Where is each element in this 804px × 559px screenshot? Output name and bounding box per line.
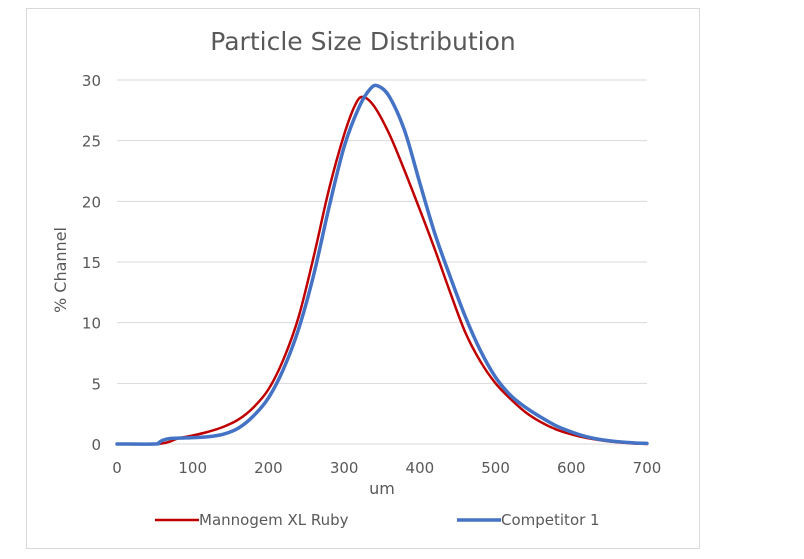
- chart-frame: Particle Size Distribution 0 5 10 15 20 25 30 …: [26, 8, 700, 549]
- y-tick-label: 10: [82, 315, 101, 333]
- x-axis-ticks: 0 100 200 300 400 500 600 700: [112, 459, 661, 477]
- y-tick-label: 20: [82, 193, 101, 211]
- series-line-competitor-1: [115, 83, 649, 446]
- y-axis-label: % Channel: [51, 227, 70, 313]
- series-line-mannogem-xl-ruby: [115, 95, 649, 446]
- x-axis-label: um: [369, 479, 395, 498]
- x-tick-label: 0: [112, 459, 122, 477]
- legend-label: Mannogem XL Ruby: [199, 511, 349, 529]
- x-tick-label: 300: [330, 459, 359, 477]
- legend-label: Competitor 1: [501, 511, 600, 529]
- y-axis-ticks: 0 5 10 15 20 25 30: [82, 72, 101, 454]
- series-lines: [115, 83, 649, 446]
- legend-item-competitor-1: Competitor 1: [457, 511, 600, 529]
- y-tick-label: 25: [82, 133, 101, 151]
- x-tick-label: 700: [633, 459, 662, 477]
- x-tick-label: 100: [178, 459, 207, 477]
- x-tick-label: 500: [481, 459, 510, 477]
- legend-item-mannogem-xl-ruby: Mannogem XL Ruby: [155, 511, 349, 529]
- gridlines: [117, 79, 647, 445]
- x-tick-label: 400: [406, 459, 435, 477]
- y-tick-label: 30: [82, 72, 101, 90]
- chart-canvas: Particle Size Distribution 051015202530 …: [51, 27, 661, 529]
- y-tick-label: 0: [91, 436, 101, 454]
- y-tick-label: 15: [82, 254, 101, 272]
- chart-title: Particle Size Distribution: [210, 27, 515, 56]
- y-tick-label: 5: [91, 375, 101, 393]
- x-tick-label: 600: [557, 459, 586, 477]
- x-tick-label: 200: [254, 459, 283, 477]
- legend: Mannogem XL Ruby Competitor 1: [155, 511, 600, 529]
